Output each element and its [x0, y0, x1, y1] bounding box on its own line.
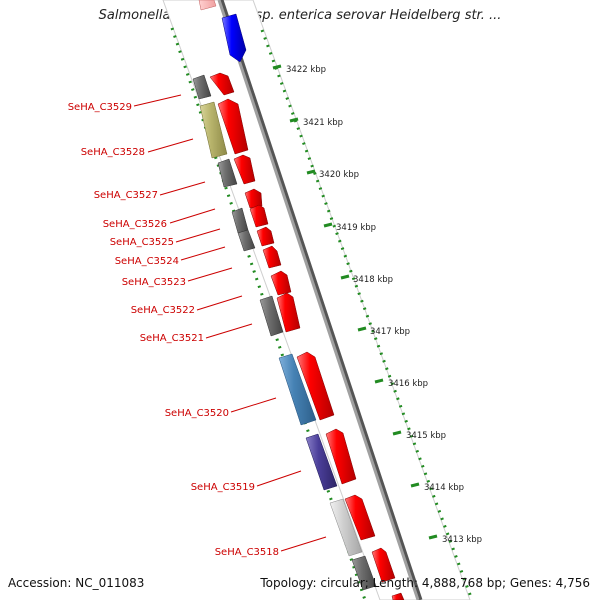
gene-arrow-red[interactable] [217, 98, 249, 155]
kbp-label: 3420 kbp [319, 170, 359, 180]
backbone-shadow [218, 0, 423, 600]
kbp-label: 3414 kbp [424, 483, 464, 493]
gene-label[interactable]: SeHA_C3522 [131, 305, 195, 316]
gene-labels: SeHA_C3529 SeHA_C3528 SeHA_C3527 SeHA_C3… [68, 102, 279, 558]
class-bar[interactable] [351, 555, 377, 591]
class-bar[interactable] [278, 353, 317, 426]
gene-label[interactable]: SeHA_C3520 [165, 408, 229, 419]
genome-summary: Topology: circular; Length: 4,888,768 bp… [260, 576, 590, 590]
gene-arrow-top-strand[interactable] [221, 13, 247, 63]
gene-arrow-red[interactable] [262, 245, 282, 269]
gene-label[interactable]: SeHA_C3523 [122, 277, 186, 288]
gene-label[interactable]: SeHA_C3518 [215, 547, 279, 558]
gene-arrow-red[interactable] [209, 72, 235, 96]
kbp-label: 3413 kbp [442, 535, 482, 545]
gene-label[interactable]: SeHA_C3519 [191, 482, 255, 493]
class-bar[interactable] [305, 433, 338, 491]
class-bar[interactable] [192, 74, 212, 100]
kbp-label: 3418 kbp [353, 275, 393, 285]
kbp-label: 3415 kbp [406, 431, 446, 441]
gene-label[interactable]: SeHA_C3529 [68, 102, 132, 113]
class-bar[interactable] [329, 498, 363, 557]
class-bar[interactable] [237, 229, 256, 252]
kbp-label: 3416 kbp [388, 379, 428, 389]
gene-arrow-red[interactable] [244, 188, 263, 209]
kbp-label: 3422 kbp [286, 65, 326, 75]
class-bar[interactable] [199, 101, 228, 159]
gene-arrow-partial-top[interactable] [198, 0, 217, 11]
gene-arrow-red[interactable] [296, 351, 335, 421]
gene-arrow-red[interactable] [249, 204, 269, 228]
class-bars [192, 74, 377, 591]
kbp-tick-marks [272, 64, 438, 540]
class-bar[interactable] [217, 158, 238, 188]
gene-arrow-red[interactable] [270, 270, 292, 296]
gene-arrow-red[interactable] [233, 154, 256, 185]
gene-label[interactable]: SeHA_C3525 [110, 237, 174, 248]
class-bar[interactable] [259, 295, 284, 337]
gene-arrow-red[interactable] [344, 494, 376, 541]
accession-label: Accession: NC_011083 [8, 576, 145, 590]
backbone [217, 0, 420, 600]
gene-arrow-red[interactable] [371, 547, 396, 583]
gene-label[interactable]: SeHA_C3521 [140, 333, 204, 344]
gene-leader-lines [133, 94, 327, 552]
kbp-label: 3419 kbp [336, 223, 376, 233]
gene-label[interactable]: SeHA_C3526 [103, 219, 167, 230]
gene-label[interactable]: SeHA_C3528 [81, 147, 145, 158]
gene-arrow-red[interactable] [256, 226, 275, 247]
kbp-label: 3417 kbp [370, 327, 410, 337]
gene-label[interactable]: SeHA_C3527 [94, 190, 158, 201]
gene-arrow-red[interactable] [325, 428, 357, 485]
kbp-labels: 3422 kbp 3421 kbp 3420 kbp 3419 kbp 3418… [286, 65, 482, 545]
gene-arrow-red[interactable] [391, 592, 405, 600]
kbp-label: 3421 kbp [303, 118, 343, 128]
gene-arrow-red[interactable] [276, 292, 301, 333]
forward-strand-genes [209, 72, 405, 600]
gene-label[interactable]: SeHA_C3524 [115, 256, 179, 267]
